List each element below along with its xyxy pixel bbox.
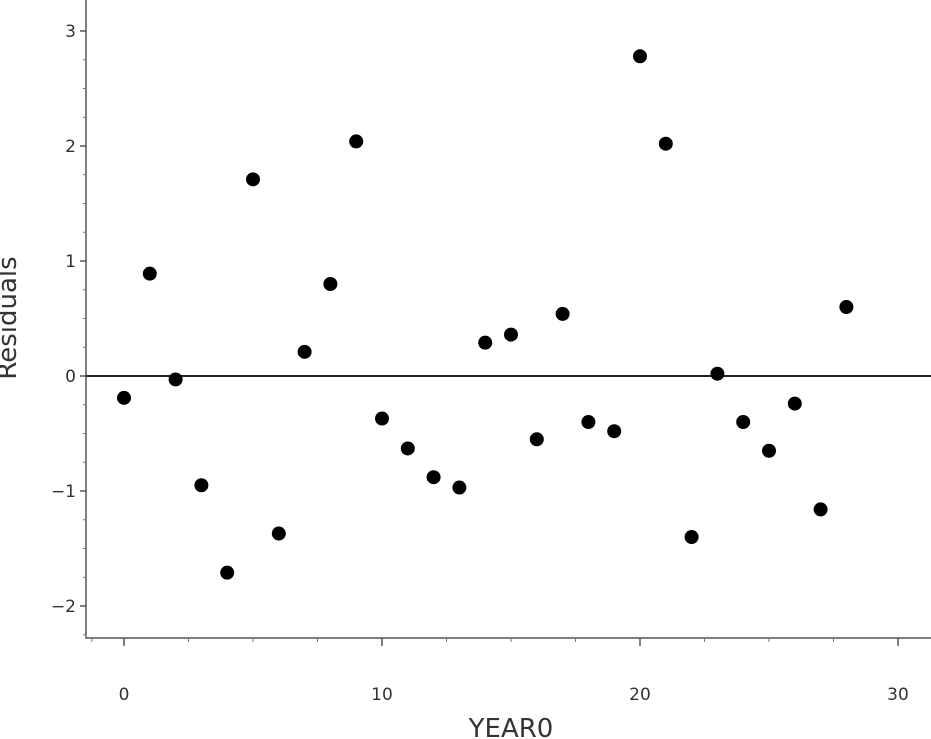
x-tick-label: 0: [119, 685, 130, 705]
data-point: [452, 480, 467, 495]
data-point: [168, 372, 183, 387]
data-point: [220, 565, 235, 580]
data-point: [504, 327, 518, 342]
data-point: [736, 415, 751, 429]
data-point: [658, 136, 673, 151]
data-point: [117, 390, 131, 405]
data-point: [684, 530, 699, 544]
data-point: [375, 411, 389, 426]
data-point: [323, 277, 338, 291]
x-axis: 0 10 20 30: [91, 638, 909, 705]
x-tick-label: 20: [629, 685, 651, 705]
data-points: [117, 49, 854, 580]
data-point: [400, 441, 415, 456]
data-point: [271, 526, 286, 541]
data-point: [607, 424, 622, 439]
data-point: [633, 49, 647, 64]
data-point: [839, 300, 854, 314]
data-point: [529, 432, 544, 447]
data-point: [426, 470, 441, 485]
y-axis: −2 −1 0 1 2 3: [51, 22, 86, 636]
y-tick-label: 3: [65, 22, 76, 42]
y-tick-label: −1: [51, 482, 76, 502]
data-point: [349, 134, 364, 149]
data-point: [246, 172, 260, 187]
y-tick-label: 2: [65, 137, 76, 157]
data-point: [194, 478, 209, 493]
data-point: [142, 266, 157, 281]
y-axis-title: Residuals: [0, 256, 23, 379]
data-point: [555, 306, 570, 321]
x-tick-label: 10: [371, 685, 393, 705]
data-point: [581, 415, 596, 429]
x-tick-label: 30: [887, 685, 909, 705]
data-point: [787, 396, 802, 411]
x-axis-title: YEAR0: [468, 714, 554, 739]
data-point: [710, 366, 725, 381]
y-tick-label: 0: [65, 367, 76, 387]
data-point: [297, 344, 312, 359]
y-tick-label: −2: [51, 597, 76, 617]
data-point: [762, 443, 776, 458]
plot-frame: [85, 0, 931, 639]
data-point: [478, 335, 493, 350]
data-point: [813, 502, 828, 517]
y-tick-label: 1: [65, 252, 76, 272]
